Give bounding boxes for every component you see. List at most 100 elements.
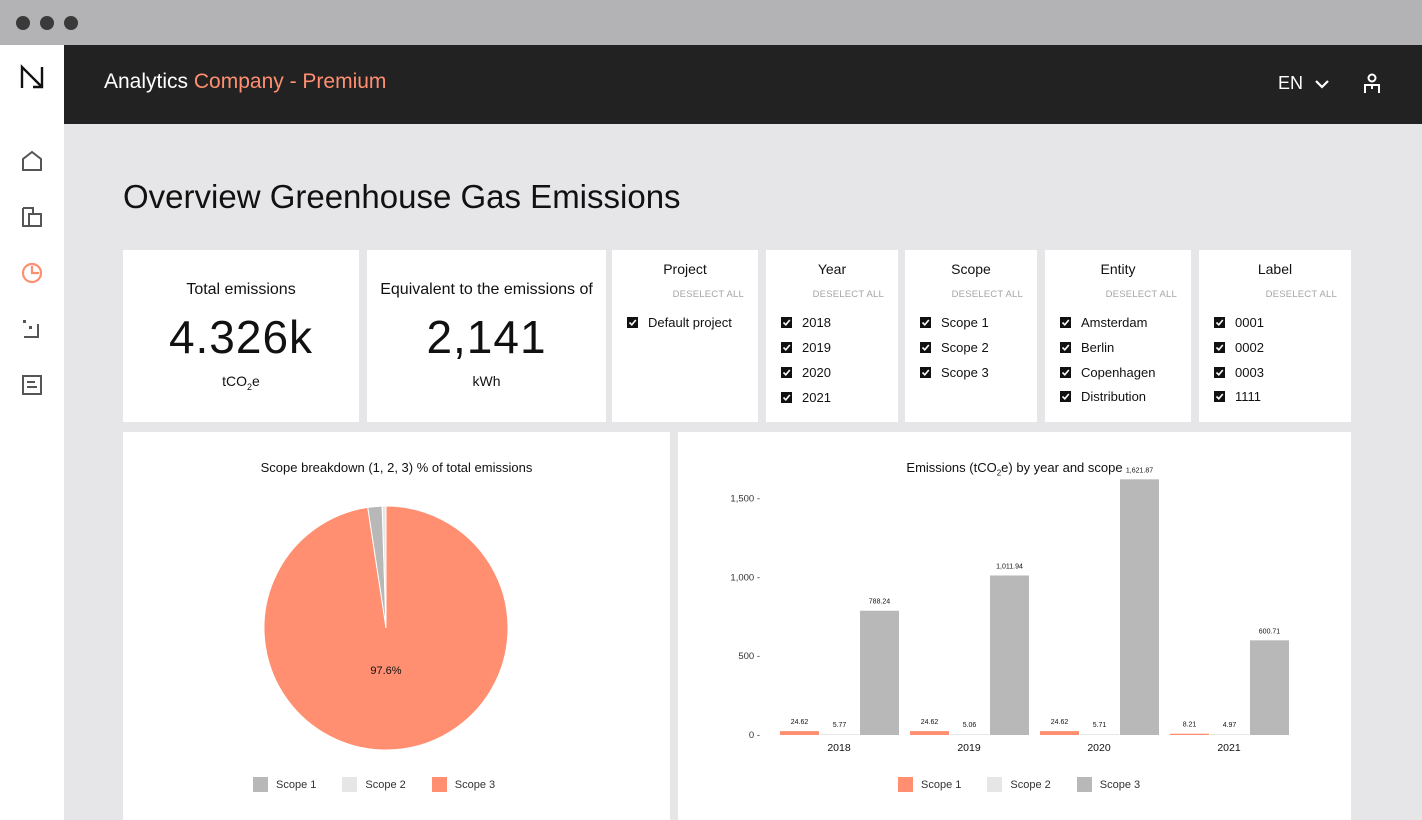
x-tick-label: 2019 <box>957 742 981 754</box>
logo-icon <box>20 64 44 89</box>
legend-item-scope-2[interactable]: Scope 2 <box>342 777 406 792</box>
bar-legend: Scope 1 Scope 2 Scope 3 <box>898 777 1140 792</box>
bar-data-label: 600.71 <box>1259 628 1281 635</box>
bar-data-label: 24.62 <box>791 719 809 726</box>
x-tick-label: 2021 <box>1217 742 1241 754</box>
legend-item-scope-3[interactable]: Scope 3 <box>1076 777 1140 792</box>
checkbox-checked-icon <box>627 317 638 328</box>
bar-scope-3-2019[interactable] <box>990 575 1029 735</box>
deselect-all-button[interactable]: DESELECT ALL <box>672 289 744 300</box>
language-selector[interactable]: EN <box>1278 73 1329 94</box>
bar-scope-1-2019[interactable] <box>910 731 949 735</box>
filter-option[interactable]: Scope 2 <box>920 340 989 355</box>
pie-slice-scope-3[interactable] <box>263 505 509 751</box>
filter-title: Year <box>817 261 847 277</box>
bar-scope-1-2021[interactable] <box>1170 733 1209 735</box>
filter-option[interactable]: 0001 <box>1214 315 1264 330</box>
sidebar-item-layers[interactable] <box>20 205 44 229</box>
x-tick-label: 2020 <box>1087 742 1111 754</box>
bar-scope-2-2021[interactable] <box>1210 734 1249 735</box>
window-maximize-dot[interactable] <box>64 16 78 30</box>
filter-option[interactable]: Scope 1 <box>920 315 989 330</box>
bar-scope-1-2018[interactable] <box>780 731 819 735</box>
sidebar-item-reports[interactable] <box>20 373 44 397</box>
bar-scope-2-2019[interactable] <box>950 734 989 735</box>
filter-option[interactable]: 2020 <box>781 365 831 380</box>
filter-option[interactable]: 0003 <box>1214 365 1264 380</box>
filter-option[interactable]: Scope 3 <box>920 365 989 380</box>
legend-item-scope-3[interactable]: Scope 3 <box>431 777 495 792</box>
checkbox-checked-icon <box>1060 342 1071 353</box>
deselect-all-button[interactable]: DESELECT ALL <box>812 289 884 300</box>
legend-swatch <box>898 777 913 792</box>
y-tick-label: 1,500 - <box>730 494 760 505</box>
sidebar-item-home[interactable] <box>20 149 44 173</box>
filter-option[interactable]: 2018 <box>781 315 831 330</box>
filter-project: Project DESELECT ALL Default project <box>612 250 758 422</box>
legend-item-scope-1[interactable]: Scope 1 <box>898 777 961 792</box>
steps-icon <box>23 320 39 338</box>
bar-scope-2-2020[interactable] <box>1080 734 1119 735</box>
checkbox-checked-icon <box>1060 317 1071 328</box>
filter-option[interactable]: Distribution <box>1060 389 1146 404</box>
emissions-bar-chart: 0 - 500 - 1,000 - 1,500 - 24.62 5.77 788.24 201… <box>730 467 1289 754</box>
filter-option[interactable]: 0002 <box>1214 340 1264 355</box>
sidebar-item-steps[interactable] <box>20 317 44 341</box>
bar-scope-3-2021[interactable] <box>1250 640 1289 735</box>
checkbox-checked-icon <box>781 317 792 328</box>
legend-item-scope-1[interactable]: Scope 1 <box>253 777 316 792</box>
bar-data-label: 5.77 <box>833 722 847 729</box>
sidebar-item-analytics[interactable] <box>20 261 44 285</box>
filter-scope: Scope DESELECT ALL Scope 1 Scope 2 Scope… <box>905 250 1037 422</box>
bar-chart-title: Emissions (tCO2e) by year and scope <box>906 460 1123 478</box>
deselect-all-button[interactable]: DESELECT ALL <box>1105 289 1177 300</box>
filter-option[interactable]: 1111 <box>1214 389 1261 404</box>
deselect-all-button[interactable]: DESELECT ALL <box>1265 289 1337 300</box>
pie-data-label: 97.6% <box>370 665 401 677</box>
window-minimize-dot[interactable] <box>40 16 54 30</box>
checkbox-checked-icon <box>920 367 931 378</box>
y-tick-label: 500 - <box>738 651 760 662</box>
page-title: Overview Greenhouse Gas Emissions <box>123 178 681 215</box>
filter-entity: Entity DESELECT ALL Amsterdam Berlin Cop… <box>1045 250 1191 422</box>
report-icon <box>22 375 42 395</box>
app-logo[interactable] <box>0 45 64 109</box>
x-tick-label: 2018 <box>827 742 851 754</box>
user-menu-button[interactable] <box>1362 72 1382 101</box>
filter-option[interactable]: Default project <box>627 315 732 330</box>
bar-scope-2-2018[interactable] <box>820 734 859 735</box>
checkbox-checked-icon <box>781 342 792 353</box>
bar-scope-3-2018[interactable] <box>860 610 899 735</box>
bar-data-label: 4.97 <box>1223 722 1237 729</box>
filter-title: Project <box>663 261 707 277</box>
filter-option[interactable]: 2019 <box>781 340 831 355</box>
pie-chart-title: Scope breakdown (1, 2, 3) % of total emi… <box>260 460 533 475</box>
scope-breakdown-card: Scope breakdown (1, 2, 3) % of total emi… <box>123 432 670 820</box>
bar-data-label: 24.62 <box>1051 719 1069 726</box>
bar-scope-1-2020[interactable] <box>1040 731 1079 735</box>
deselect-all-button[interactable]: DESELECT ALL <box>951 289 1023 300</box>
kpi-equivalent: Equivalent to the emissions of 2,141 kWh <box>367 250 606 422</box>
legend-swatch <box>253 777 268 792</box>
filter-option[interactable]: Berlin <box>1060 340 1114 355</box>
chevron-down-icon <box>1315 79 1329 89</box>
filter-label: Label DESELECT ALL 0001 0002 0003 1111 <box>1199 250 1351 422</box>
bar-data-label: 8.21 <box>1183 722 1197 729</box>
kpi-total-emissions: Total emissions 4.326k tCO2e <box>123 250 359 422</box>
kpi-unit: kWh <box>472 373 501 389</box>
bar-data-label: 5.06 <box>963 722 977 729</box>
filter-option[interactable]: Copenhagen <box>1060 365 1155 380</box>
bar-scope-3-2020[interactable] <box>1120 479 1159 735</box>
legend-item-scope-2[interactable]: Scope 2 <box>987 777 1051 792</box>
filter-option[interactable]: Amsterdam <box>1060 315 1147 330</box>
filter-title: Label <box>1257 261 1293 277</box>
checkbox-checked-icon <box>1214 367 1225 378</box>
checkbox-checked-icon <box>920 342 931 353</box>
checkbox-checked-icon <box>1060 391 1071 402</box>
filter-title: Entity <box>1100 261 1136 277</box>
emissions-by-year-card: Emissions (tCO2e) by year and scope 0 - 5… <box>678 432 1351 820</box>
kpi-unit: tCO2e <box>222 373 260 392</box>
checkbox-checked-icon <box>781 367 792 378</box>
window-close-dot[interactable] <box>16 16 30 30</box>
filter-option[interactable]: 2021 <box>781 390 831 405</box>
